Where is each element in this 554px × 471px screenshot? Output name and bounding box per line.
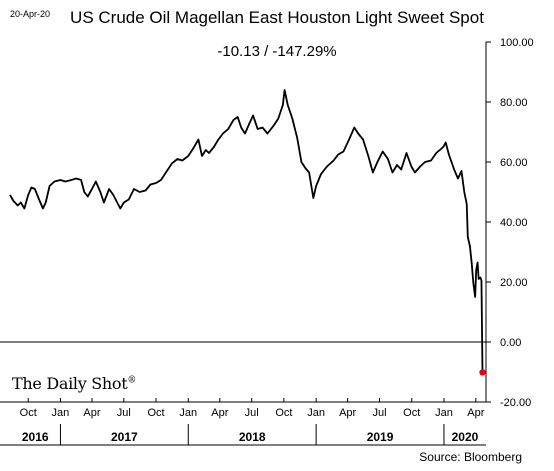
x-tick-label: Jul — [117, 407, 131, 419]
x-tick-label: Jan — [307, 407, 325, 419]
chart-title: US Crude Oil Magellan East Houston Light… — [70, 8, 484, 27]
x-tick-label: Oct — [403, 407, 420, 419]
x-tick-label: Apr — [83, 407, 100, 419]
year-label: 2017 — [111, 430, 138, 444]
price-series-line — [9, 89, 484, 373]
x-tick-label: Apr — [339, 407, 356, 419]
x-tick-label: Jan — [179, 407, 197, 419]
year-label: 2019 — [367, 430, 394, 444]
year-label: 2018 — [239, 430, 266, 444]
last-price-marker — [479, 369, 486, 376]
chart-subtitle: -10.13 / -147.29% — [217, 43, 337, 60]
x-tick-label: Oct — [275, 407, 292, 419]
x-tick-label: Oct — [20, 407, 37, 419]
y-tick-label: 60.00 — [500, 157, 528, 169]
y-axis-ticks: 100.00 80.00 60.00 40.00 20.00 0.00 -20.00 — [486, 37, 534, 409]
x-tick-label: Apr — [467, 407, 484, 419]
logo-registered-mark: ® — [127, 375, 137, 386]
logo-text: The Daily Shot — [12, 374, 128, 393]
source-note: Source: Bloomberg — [419, 450, 522, 464]
x-tick-label: Jan — [52, 407, 70, 419]
year-label: 2016 — [22, 430, 49, 444]
x-tick-label: Jul — [245, 407, 259, 419]
date-stamp: 20-Apr-20 — [10, 9, 51, 19]
y-tick-label: 100.00 — [500, 37, 534, 49]
y-tick-label: 0.00 — [500, 337, 521, 349]
y-tick-label: 40.00 — [500, 217, 528, 229]
chart-series — [9, 89, 486, 376]
x-tick-label: Jul — [372, 407, 386, 419]
x-tick-label: Jan — [435, 407, 453, 419]
x-axis-ticks: Oct Jan Apr Jul Oct Jan Apr Jul Oct Jan Apr Jul Oct J… — [20, 398, 485, 445]
daily-shot-logo: The Daily Shot® — [12, 374, 136, 393]
year-label: 2020 — [452, 430, 479, 444]
y-tick-label: 20.00 — [500, 277, 528, 289]
x-tick-label: Apr — [211, 407, 228, 419]
x-tick-label: Oct — [147, 407, 164, 419]
y-tick-label: -20.00 — [500, 397, 531, 409]
y-tick-label: 80.00 — [500, 97, 528, 109]
